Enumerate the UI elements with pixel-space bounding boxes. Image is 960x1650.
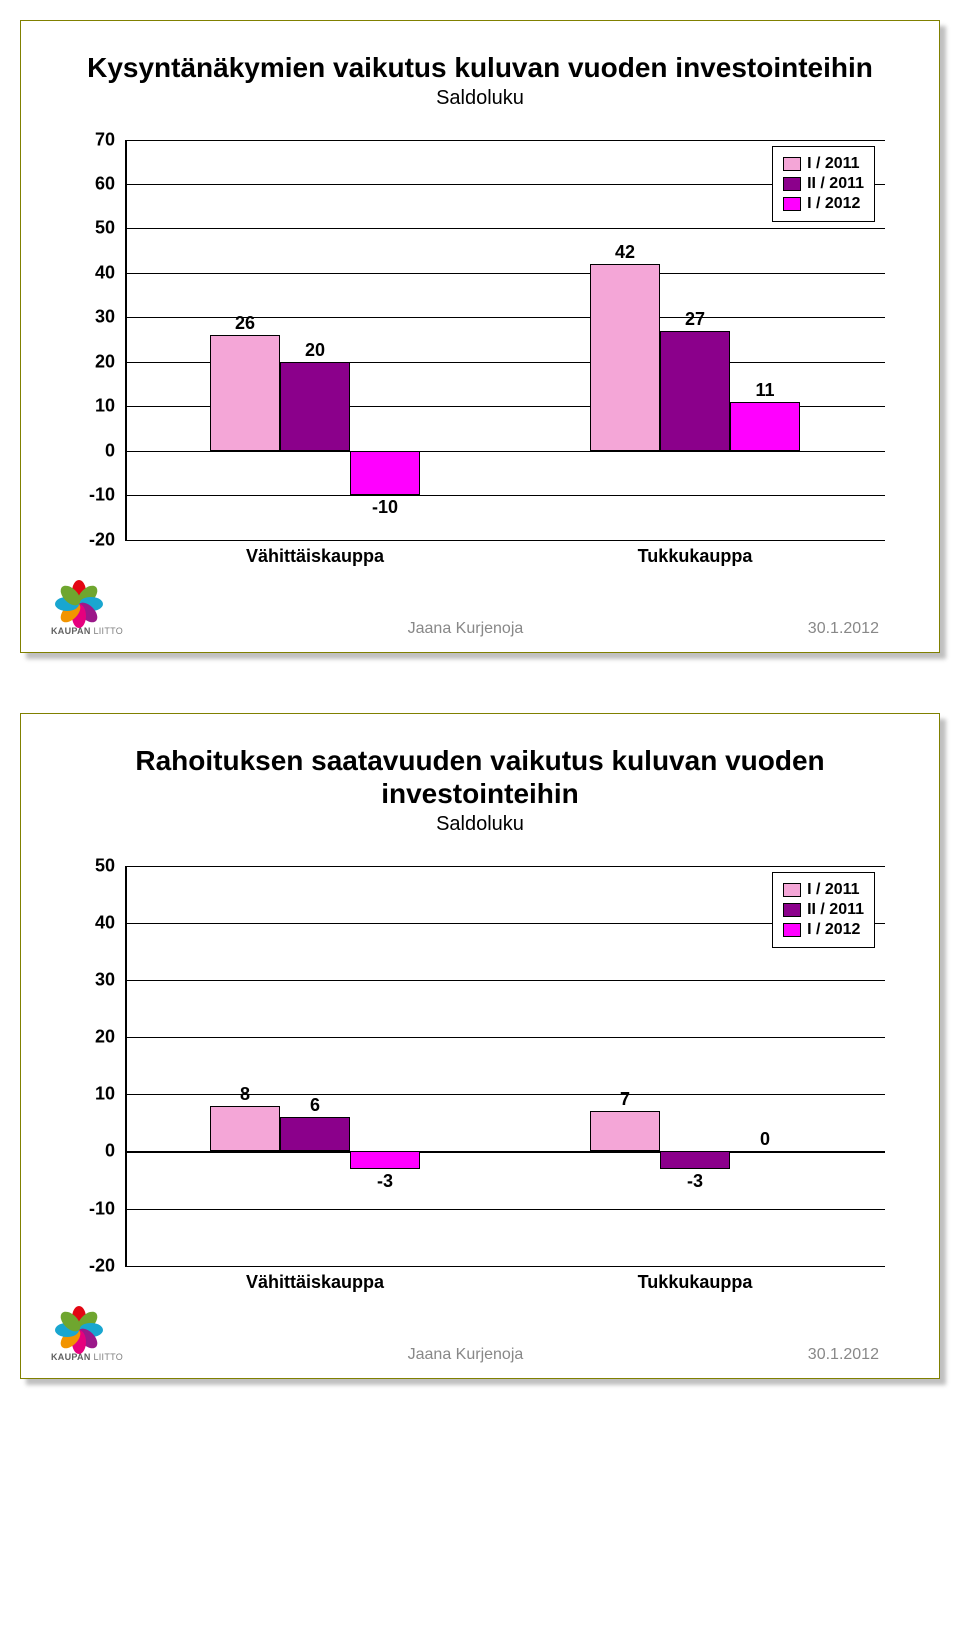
legend-item: II / 2011 — [783, 901, 864, 919]
org-logo: KAUPAN LIITTO — [51, 1306, 123, 1364]
footer-date: 30.1.2012 — [808, 1346, 879, 1364]
grid-line — [125, 273, 885, 274]
legend-item: I / 2011 — [783, 155, 864, 173]
y-axis-label: -10 — [55, 1198, 115, 1219]
y-axis-label: 30 — [55, 970, 115, 991]
y-axis-label: 20 — [55, 1027, 115, 1048]
y-axis-label: -20 — [55, 529, 115, 550]
slide-footer: KAUPAN LIITTO Jaana Kurjenoja 30.1.2012 — [41, 1306, 919, 1368]
y-axis-label: 70 — [55, 129, 115, 150]
legend-swatch — [783, 923, 801, 937]
chart-slide-2: Rahoituksen saatavuuden vaikutus kuluvan… — [20, 713, 940, 1379]
legend-item: I / 2011 — [783, 881, 864, 899]
bar-value-label: 11 — [755, 380, 774, 401]
legend-item: II / 2011 — [783, 175, 864, 193]
legend-swatch — [783, 197, 801, 211]
chart-slide-1: Kysyntänäkymien vaikutus kuluvan vuoden … — [20, 20, 940, 653]
bar — [350, 1151, 420, 1168]
x-axis-label: Vähittäiskauppa — [246, 1272, 384, 1293]
bar-value-label: -3 — [687, 1171, 703, 1192]
grid-line — [125, 184, 885, 185]
x-axis-label: Tukkukauppa — [638, 546, 753, 567]
bar — [210, 335, 280, 451]
bar — [280, 1117, 350, 1151]
y-axis-label: -20 — [55, 1255, 115, 1276]
bar-value-label: 8 — [240, 1084, 250, 1105]
legend-label: II / 2011 — [807, 901, 864, 919]
legend-label: I / 2011 — [807, 881, 860, 899]
chart-title: Rahoituksen saatavuuden vaikutus kuluvan… — [81, 744, 879, 811]
bar — [590, 1111, 660, 1151]
footer-author: Jaana Kurjenoja — [408, 1346, 524, 1364]
slide-footer: KAUPAN LIITTO Jaana Kurjenoja 30.1.2012 — [41, 580, 919, 642]
legend-label: I / 2011 — [807, 155, 860, 173]
grid-line — [125, 980, 885, 981]
y-axis-label: 10 — [55, 396, 115, 417]
legend-swatch — [783, 883, 801, 897]
chart-area: 8 6 -3 Vähittäiskauppa 7 -3 0 Tukkukauppa I / 2… — [55, 856, 905, 1296]
org-name: KAUPAN LIITTO — [51, 626, 123, 636]
chart-subtitle: Saldoluku — [41, 813, 919, 836]
chart-subtitle: Saldoluku — [41, 87, 919, 110]
chart-legend: I / 2011 II / 2011 I / 2012 — [772, 146, 875, 222]
bar — [660, 331, 730, 451]
grid-line — [125, 228, 885, 229]
bar — [280, 362, 350, 451]
bar — [730, 1151, 800, 1153]
y-axis-label: 30 — [55, 307, 115, 328]
bar — [730, 402, 800, 451]
y-axis-label: 0 — [55, 1141, 115, 1162]
y-axis-label: 50 — [55, 855, 115, 876]
legend-label: I / 2012 — [807, 921, 860, 939]
x-axis-label: Vähittäiskauppa — [246, 546, 384, 567]
grid-line — [125, 923, 885, 924]
y-axis-label: 10 — [55, 1084, 115, 1105]
org-logo: KAUPAN LIITTO — [51, 580, 123, 638]
chart-plot: 86-3Vähittäiskauppa7-30Tukkukauppa — [125, 866, 885, 1266]
chart-area: 2620-10Vähittäiskauppa422711Tukkukauppa … — [55, 130, 905, 570]
bar-value-label: 20 — [305, 340, 325, 361]
y-axis-label: -10 — [55, 485, 115, 506]
legend-swatch — [783, 177, 801, 191]
chart-title: Kysyntänäkymien vaikutus kuluvan vuoden … — [81, 51, 879, 85]
legend-swatch — [783, 157, 801, 171]
chart-legend: I / 2011 II / 2011 I / 2012 — [772, 872, 875, 948]
bar — [350, 451, 420, 495]
legend-swatch — [783, 903, 801, 917]
grid-line — [125, 866, 885, 867]
grid-line — [125, 1266, 885, 1267]
bar-value-label: 0 — [760, 1129, 770, 1150]
footer-date: 30.1.2012 — [808, 620, 879, 638]
legend-item: I / 2012 — [783, 921, 864, 939]
grid-line — [125, 495, 885, 496]
bar-value-label: 27 — [685, 309, 705, 330]
bar — [660, 1151, 730, 1168]
footer-author: Jaana Kurjenoja — [408, 620, 524, 638]
bar-value-label: 42 — [615, 242, 635, 263]
chart-plot: 2620-10Vähittäiskauppa422711Tukkukauppa — [125, 140, 885, 540]
legend-label: II / 2011 — [807, 175, 864, 193]
y-axis-label: 50 — [55, 218, 115, 239]
y-axis-label: 20 — [55, 351, 115, 372]
bar — [590, 264, 660, 451]
grid-line — [125, 1209, 885, 1210]
bar — [210, 1106, 280, 1152]
bar-value-label: 7 — [620, 1089, 630, 1110]
bar-value-label: 26 — [235, 313, 255, 334]
y-axis-label: 0 — [55, 440, 115, 461]
grid-line — [125, 1037, 885, 1038]
y-axis-label: 40 — [55, 912, 115, 933]
org-name: KAUPAN LIITTO — [51, 1352, 123, 1362]
legend-item: I / 2012 — [783, 195, 864, 213]
bar-value-label: -10 — [372, 497, 398, 518]
bar-value-label: -3 — [377, 1171, 393, 1192]
y-axis-label: 60 — [55, 174, 115, 195]
legend-label: I / 2012 — [807, 195, 860, 213]
bar-value-label: 6 — [310, 1095, 320, 1116]
grid-line — [125, 540, 885, 541]
x-axis-label: Tukkukauppa — [638, 1272, 753, 1293]
grid-line — [125, 140, 885, 141]
y-axis-label: 40 — [55, 262, 115, 283]
